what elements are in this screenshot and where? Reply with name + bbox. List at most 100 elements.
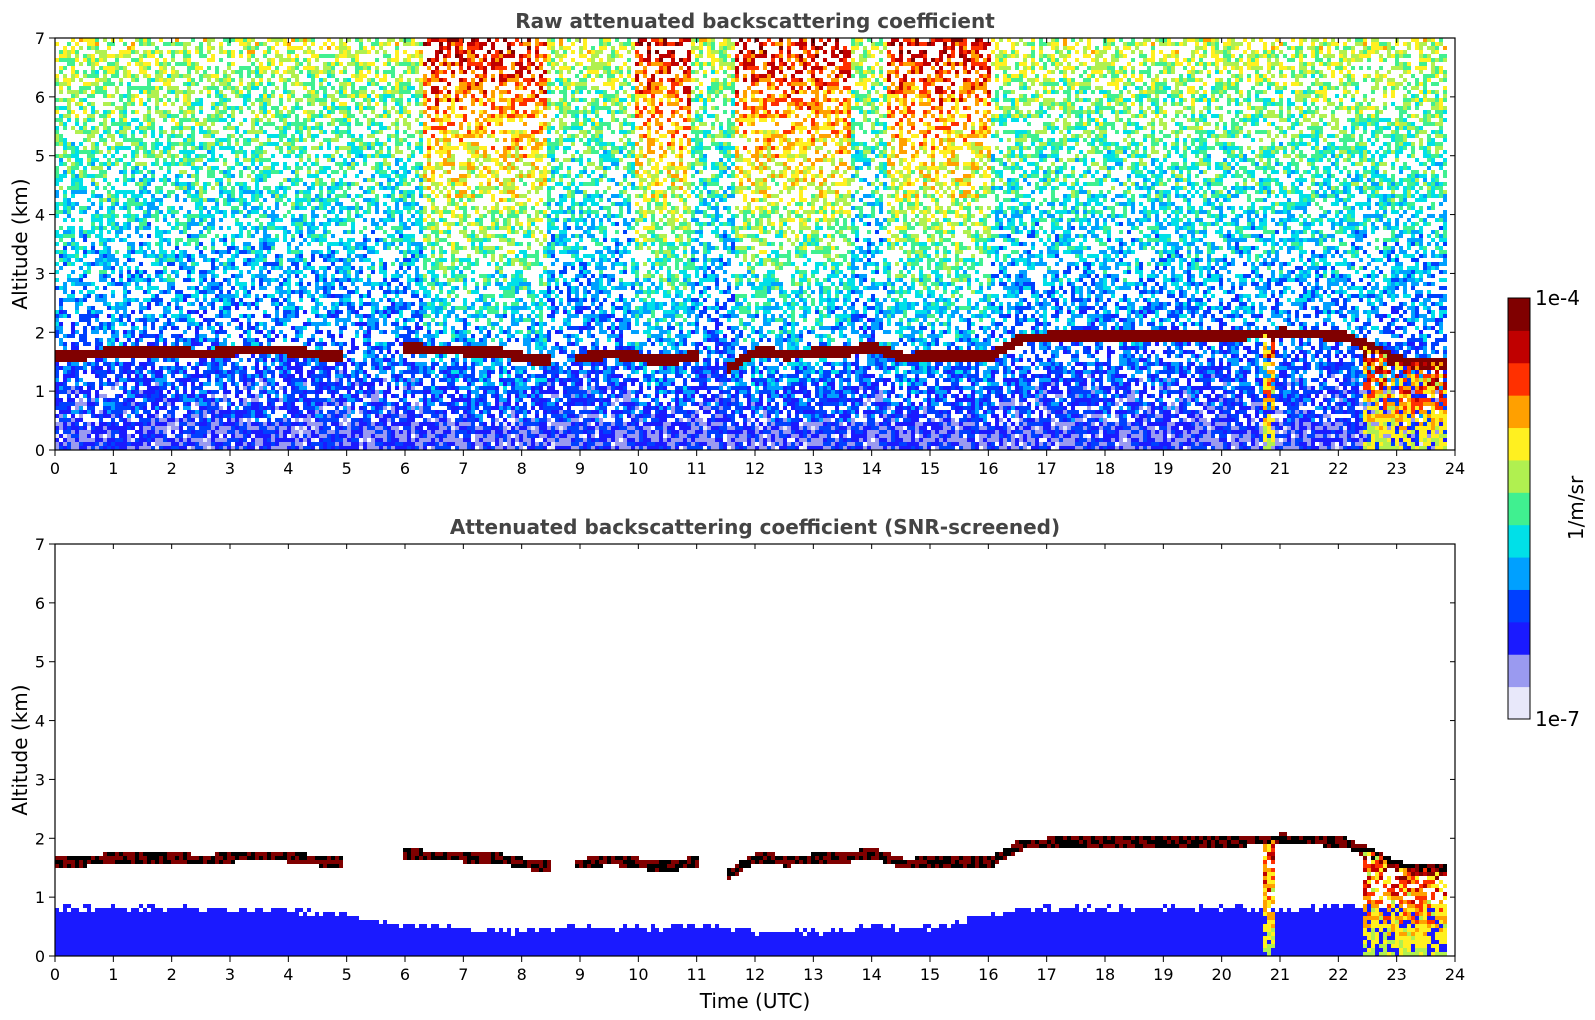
heatmap-cell	[71, 254, 75, 258]
heatmap-cell	[247, 54, 251, 58]
heatmap-cell	[203, 86, 207, 90]
heatmap-cell	[315, 326, 319, 330]
heatmap-cell	[59, 134, 63, 138]
heatmap-cell	[263, 214, 267, 218]
heatmap-cell	[291, 142, 295, 146]
heatmap-cell	[155, 358, 159, 362]
heatmap-cell	[255, 406, 259, 410]
heatmap-cell	[131, 134, 135, 138]
heatmap-cell	[111, 382, 115, 386]
heatmap-cell	[199, 110, 203, 114]
heatmap-cell	[355, 438, 359, 442]
heatmap-cell	[307, 194, 311, 198]
heatmap-cell	[207, 390, 211, 394]
heatmap-cell	[271, 166, 275, 170]
heatmap-cell	[335, 302, 339, 306]
heatmap-cell	[79, 426, 83, 430]
heatmap-cell	[115, 354, 119, 358]
heatmap-cell	[95, 186, 99, 190]
heatmap-cell	[167, 302, 171, 306]
heatmap-cell	[335, 90, 339, 94]
heatmap-cell	[271, 338, 275, 342]
heatmap-cell	[195, 366, 199, 370]
heatmap-cell	[215, 138, 219, 142]
heatmap-cell	[323, 386, 327, 390]
heatmap-cell	[191, 410, 195, 414]
heatmap-cell	[203, 246, 207, 250]
heatmap-cell	[199, 434, 203, 438]
heatmap-cell	[187, 238, 191, 242]
heatmap-cell	[195, 434, 199, 438]
heatmap-cell	[103, 74, 107, 78]
heatmap-cell	[195, 242, 199, 246]
heatmap-cell	[343, 118, 347, 122]
heatmap-cell	[307, 82, 311, 86]
heatmap-cell	[75, 282, 79, 286]
heatmap-cell	[127, 334, 131, 338]
heatmap-cell	[123, 50, 127, 54]
heatmap-cell	[311, 250, 315, 254]
heatmap-cell	[179, 42, 183, 46]
heatmap-cell	[239, 418, 243, 422]
heatmap-cell	[299, 350, 303, 354]
heatmap-cell	[291, 222, 295, 226]
heatmap-cell	[67, 86, 71, 90]
heatmap-cell	[191, 66, 195, 70]
heatmap-cell	[79, 186, 83, 190]
heatmap-cell	[307, 370, 311, 374]
heatmap-cell	[67, 98, 71, 102]
heatmap-cell	[99, 338, 103, 342]
heatmap-cell	[87, 290, 91, 294]
heatmap-cell	[159, 330, 163, 334]
heatmap-cell	[67, 350, 71, 354]
heatmap-cell	[91, 194, 95, 198]
heatmap-cell	[231, 362, 235, 366]
heatmap-cell	[151, 370, 155, 374]
heatmap-cell	[147, 222, 151, 226]
heatmap-cell	[347, 422, 351, 426]
heatmap-cell	[59, 402, 63, 406]
heatmap-cell	[95, 158, 99, 162]
heatmap-cell	[87, 102, 91, 106]
heatmap-cell	[243, 346, 247, 350]
heatmap-cell	[71, 70, 75, 74]
heatmap-cell	[215, 402, 219, 406]
heatmap-cell	[183, 406, 187, 410]
heatmap-cell	[171, 342, 175, 346]
heatmap-cell	[99, 310, 103, 314]
heatmap-cell	[163, 418, 167, 422]
heatmap-cell	[311, 70, 315, 74]
heatmap-cell	[295, 306, 299, 310]
heatmap-cell	[327, 74, 331, 78]
heatmap-cell	[175, 442, 179, 446]
heatmap-cell	[119, 50, 123, 54]
heatmap-cell	[167, 414, 171, 418]
heatmap-cell	[251, 430, 255, 434]
heatmap-cell	[363, 402, 367, 406]
heatmap-cell	[311, 230, 315, 234]
heatmap-cell	[111, 434, 115, 438]
heatmap-cell	[219, 146, 223, 150]
heatmap-cell	[143, 330, 147, 334]
heatmap-cell	[339, 426, 343, 430]
heatmap-cell	[251, 102, 255, 106]
heatmap-cell	[355, 182, 359, 186]
heatmap-cell	[231, 134, 235, 138]
heatmap-cell	[307, 154, 311, 158]
heatmap-cell	[211, 146, 215, 150]
heatmap-cell	[231, 198, 235, 202]
heatmap-cell	[235, 138, 239, 142]
heatmap-cell	[287, 378, 291, 382]
heatmap-cell	[303, 438, 307, 442]
heatmap-cell	[163, 270, 167, 274]
heatmap-cell	[343, 414, 347, 418]
heatmap-cell	[107, 342, 111, 346]
heatmap-cell	[359, 110, 363, 114]
heatmap-cell	[307, 410, 311, 414]
heatmap-cell	[59, 234, 63, 238]
heatmap-cell	[59, 158, 63, 162]
heatmap-cell	[131, 310, 135, 314]
heatmap-cell	[259, 110, 263, 114]
heatmap-cell	[239, 358, 243, 362]
heatmap-cell	[267, 398, 271, 402]
